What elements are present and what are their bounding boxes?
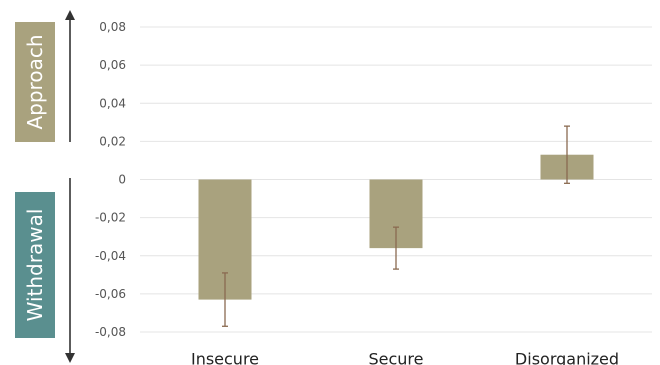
y-tick-label: 0,06 — [99, 58, 126, 72]
error-bar-disorganized — [564, 125, 570, 184]
y-tick-label: -0,02 — [95, 211, 126, 225]
y-tick-label: 0,04 — [99, 96, 126, 110]
y-tick-label: 0 — [118, 173, 126, 187]
approach-arrow-head — [65, 10, 75, 20]
y-tick-label: 0,08 — [99, 20, 126, 34]
x-axis-labels: Insecure Secure Disorganized — [191, 350, 619, 365]
withdrawal-arrow-head — [65, 353, 75, 363]
approach-label: Approach — [23, 34, 47, 129]
x-tick-label: Secure — [368, 350, 423, 365]
error-bars — [222, 125, 570, 327]
y-tick-label: -0,04 — [95, 249, 126, 263]
approach-label-box — [15, 22, 55, 142]
x-tick-label: Disorganized — [515, 350, 619, 365]
withdrawal-label: Withdrawal — [23, 209, 47, 322]
y-tick-label: -0,06 — [95, 287, 126, 301]
withdrawal-label-box — [15, 192, 55, 338]
y-tick-label: 0,02 — [99, 134, 126, 148]
error-bar-secure — [393, 226, 399, 270]
y-axis-ticks: 0,08 0,06 0,04 0,02 0 -0,02 -0,04 -0,06 -0,08 — [95, 20, 126, 339]
y-tick-label: -0,08 — [95, 325, 126, 339]
x-tick-label: Insecure — [191, 350, 259, 365]
error-bar-insecure — [222, 272, 228, 327]
